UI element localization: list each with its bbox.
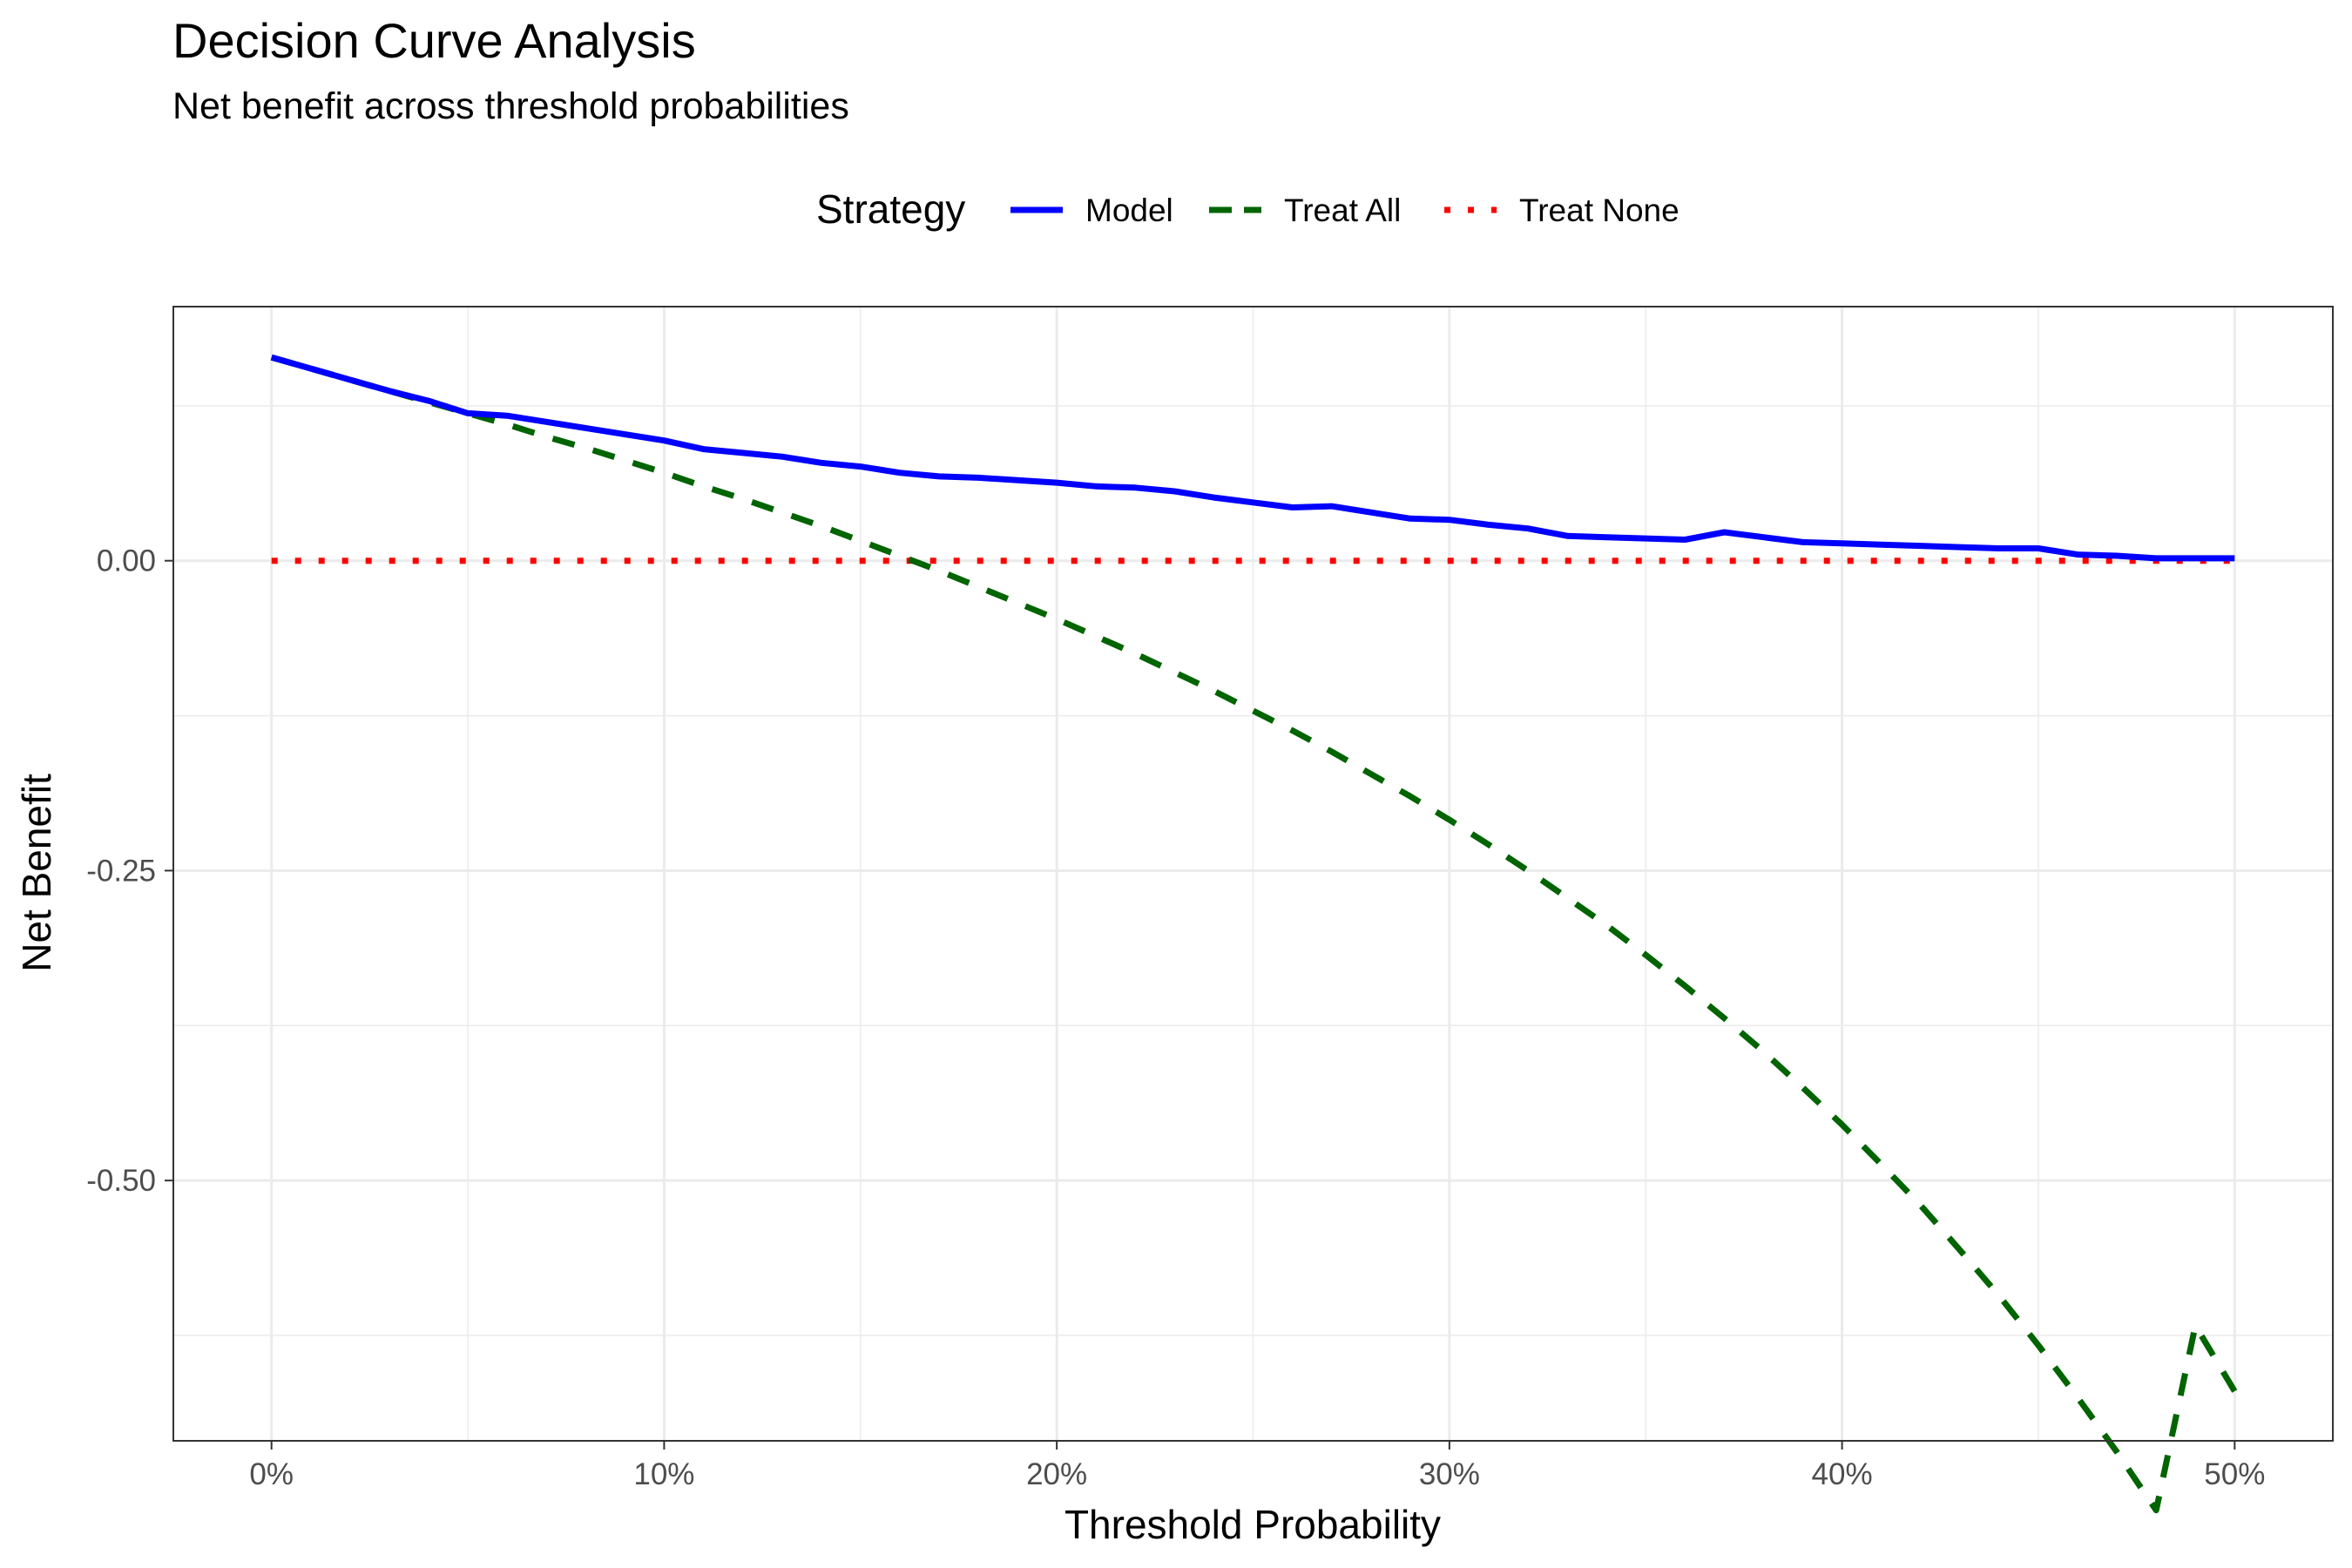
x-tick-label: 10% bbox=[633, 1457, 694, 1491]
y-axis: 0.00 -0.25 -0.50 bbox=[86, 544, 173, 1198]
series-line-model bbox=[270, 354, 2235, 562]
x-tick-label: 40% bbox=[1812, 1457, 1873, 1491]
legend-title: Strategy bbox=[816, 186, 965, 232]
series-line-treat-all bbox=[270, 354, 2238, 1514]
legend-label: Treat None bbox=[1519, 193, 1680, 228]
series-layer bbox=[270, 354, 2238, 1514]
y-tick-label: -0.25 bbox=[86, 854, 156, 888]
panel-border bbox=[172, 306, 2334, 1442]
grid-minor bbox=[173, 307, 2333, 1441]
x-tick-label: 0% bbox=[249, 1457, 294, 1491]
legend: Strategy Model Treat All Treat None bbox=[816, 186, 1680, 232]
y-axis-label: Net Benefit bbox=[14, 774, 59, 972]
x-tick-label: 50% bbox=[2204, 1457, 2265, 1491]
chart-title: Decision Curve Analysis bbox=[172, 13, 696, 68]
x-tick-label: 30% bbox=[1419, 1457, 1480, 1491]
y-tick-label: -0.50 bbox=[86, 1164, 156, 1198]
plot-area bbox=[172, 306, 2334, 1514]
x-tick-label: 20% bbox=[1026, 1457, 1087, 1491]
y-tick-label: 0.00 bbox=[97, 544, 156, 578]
legend-label: Model bbox=[1085, 193, 1173, 228]
x-axis: 0% 10% 20% 30% 40% 50% bbox=[249, 1441, 2265, 1491]
x-axis-label: Threshold Probability bbox=[1064, 1502, 1441, 1547]
legend-label: Treat All bbox=[1284, 193, 1401, 228]
chart-subtitle: Net benefit across threshold probabiliti… bbox=[172, 85, 849, 127]
